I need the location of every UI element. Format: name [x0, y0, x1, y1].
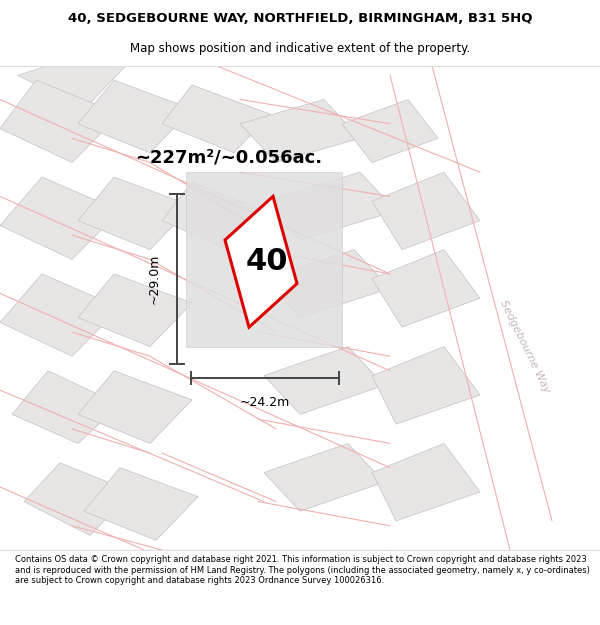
Text: Contains OS data © Crown copyright and database right 2021. This information is : Contains OS data © Crown copyright and d… [15, 555, 590, 585]
Polygon shape [264, 172, 396, 240]
Polygon shape [162, 85, 270, 152]
Polygon shape [84, 468, 198, 540]
Polygon shape [162, 182, 264, 249]
Polygon shape [78, 274, 192, 346]
Text: 40: 40 [246, 248, 288, 276]
Polygon shape [372, 172, 480, 249]
Polygon shape [18, 66, 126, 109]
Polygon shape [372, 444, 480, 521]
Polygon shape [0, 274, 120, 356]
Polygon shape [0, 80, 120, 162]
Polygon shape [78, 177, 192, 249]
Polygon shape [342, 99, 438, 162]
Polygon shape [372, 249, 480, 328]
Polygon shape [78, 371, 192, 444]
Text: ~227m²/~0.056ac.: ~227m²/~0.056ac. [135, 149, 322, 167]
Polygon shape [240, 99, 360, 162]
Polygon shape [264, 249, 390, 318]
Polygon shape [24, 462, 132, 536]
Polygon shape [225, 196, 297, 328]
Polygon shape [372, 346, 480, 424]
Polygon shape [78, 80, 192, 152]
Text: Sedgebourne Way: Sedgebourne Way [498, 299, 552, 394]
Text: Map shows position and indicative extent of the property.: Map shows position and indicative extent… [130, 42, 470, 55]
Polygon shape [264, 444, 384, 511]
Text: 40, SEDGEBOURNE WAY, NORTHFIELD, BIRMINGHAM, B31 5HQ: 40, SEDGEBOURNE WAY, NORTHFIELD, BIRMING… [68, 12, 532, 25]
Polygon shape [264, 346, 384, 414]
Polygon shape [12, 371, 120, 444]
Text: ~29.0m: ~29.0m [148, 254, 161, 304]
Polygon shape [186, 172, 342, 346]
Polygon shape [0, 177, 120, 259]
Text: ~24.2m: ~24.2m [240, 396, 290, 409]
